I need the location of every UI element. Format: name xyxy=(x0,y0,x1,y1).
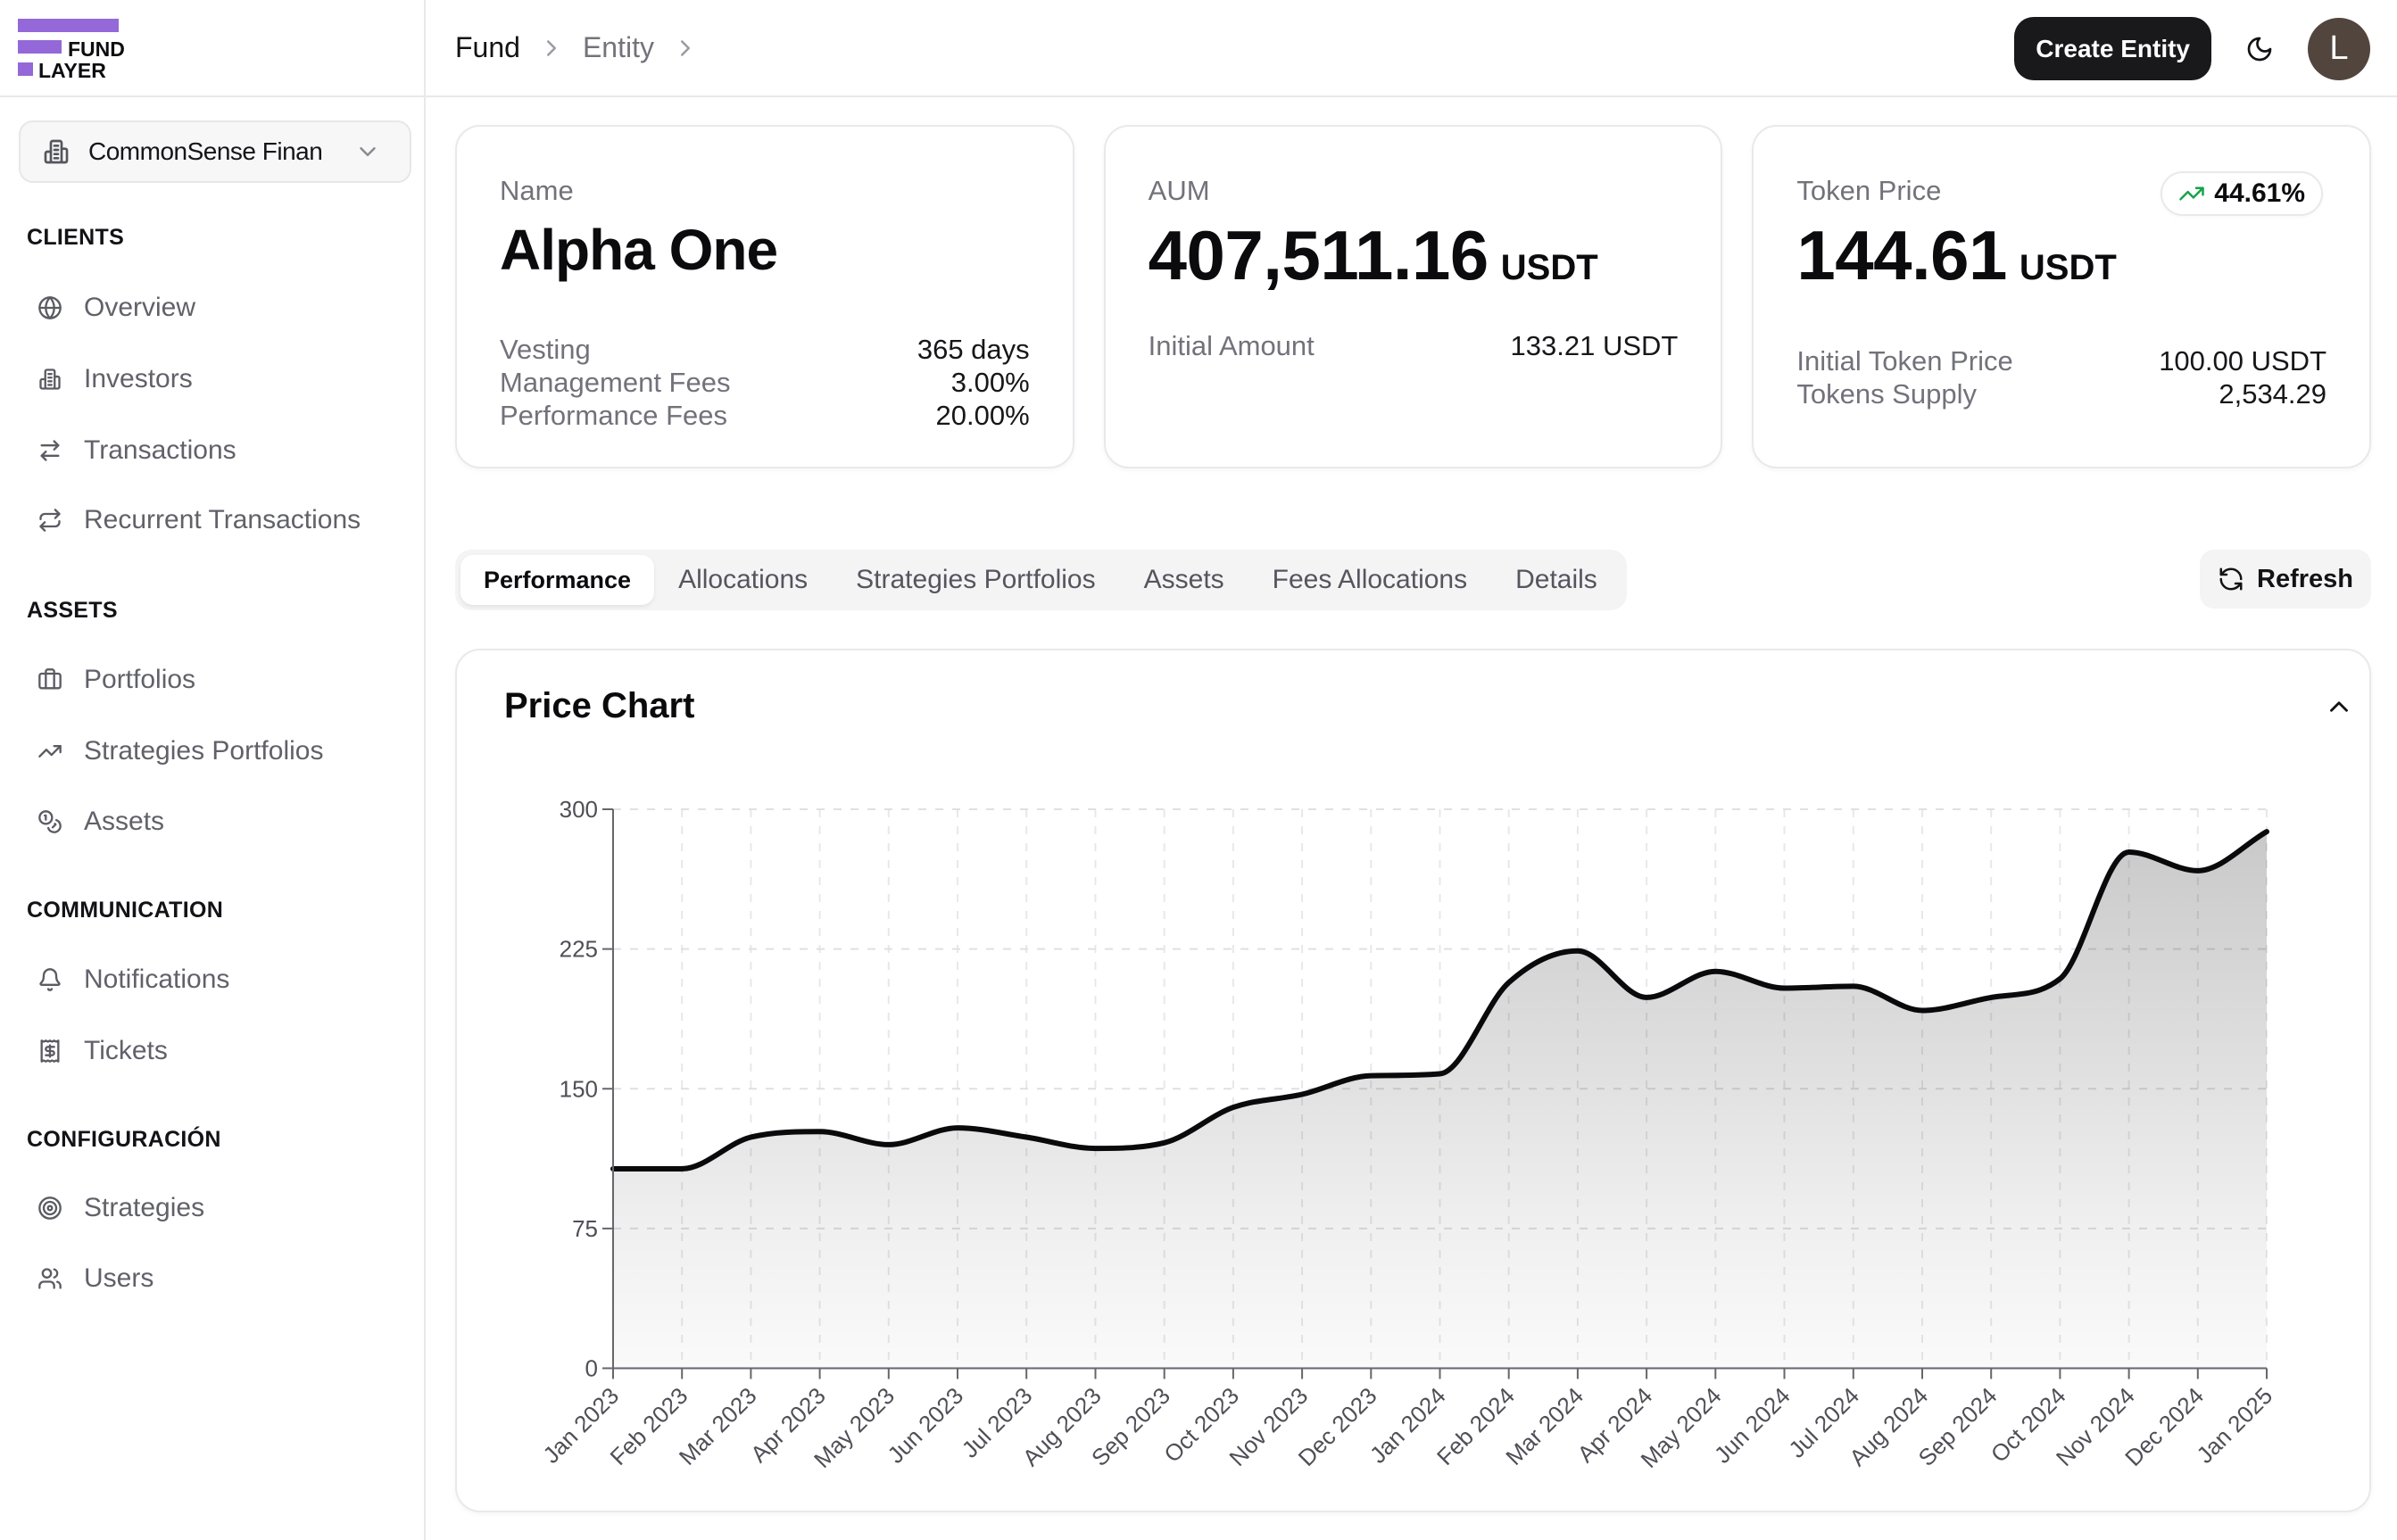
svg-text:Jun 2024: Jun 2024 xyxy=(1709,1382,1796,1469)
svg-text:150: 150 xyxy=(560,1075,598,1102)
svg-text:0: 0 xyxy=(585,1355,598,1382)
svg-text:Jan 2025: Jan 2025 xyxy=(2191,1382,2277,1469)
svg-text:225: 225 xyxy=(560,936,598,963)
svg-text:300: 300 xyxy=(560,796,598,823)
svg-text:75: 75 xyxy=(572,1215,598,1242)
svg-text:Jun 2023: Jun 2023 xyxy=(882,1382,968,1469)
